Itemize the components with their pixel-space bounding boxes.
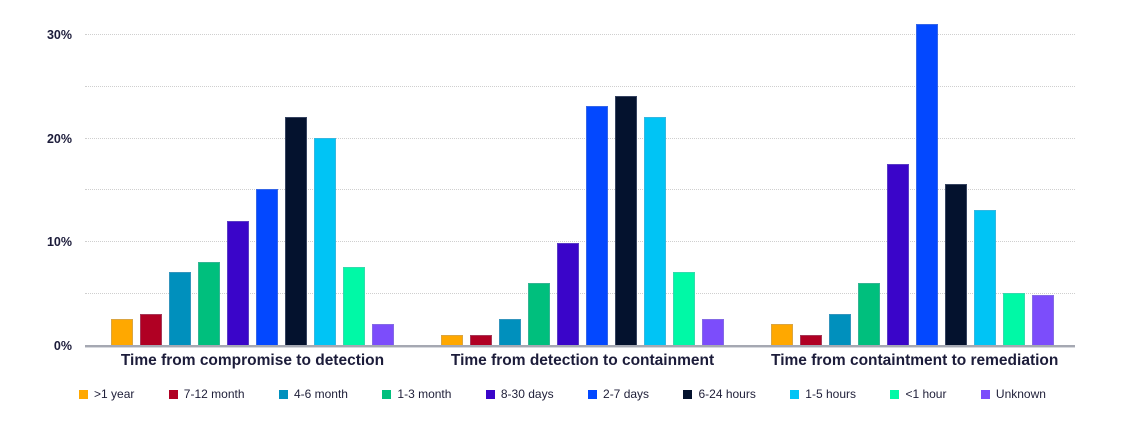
legend-swatch-icon: [278, 389, 288, 399]
legend-label: 2-7 days: [603, 387, 650, 401]
bar-1-3-month: [528, 283, 550, 345]
gridline-10pct: [85, 241, 1075, 243]
legend-item-unknown: Unknown: [980, 387, 1046, 401]
bar-4-6-month: [499, 319, 521, 345]
legend-item-7-12-month: 7-12 month: [168, 387, 245, 401]
bar-unknown: [372, 324, 394, 345]
legend: >1 year 7-12 month 4-6 month 1-3 month 8-30 …: [79, 385, 1046, 403]
bar-1-hour: [343, 267, 365, 345]
gridline-5pct: [85, 293, 1075, 295]
legend-swatch-icon: [980, 389, 990, 399]
bar-group-2: [441, 96, 724, 345]
category-label-3: Time from containtment to remediation: [771, 352, 1059, 369]
legend-item-2-7-days: 2-7 days: [588, 387, 649, 401]
category-axis-labels: Time from compromise to detection Time fr…: [85, 352, 1075, 374]
bar-group-3: [771, 24, 1054, 345]
legend-swatch-icon: [485, 389, 495, 399]
bar-1-3-month: [858, 283, 880, 345]
bar-unknown: [702, 319, 724, 345]
y-axis-tick-label: 30%: [46, 27, 72, 42]
bar-6-24-hours: [285, 117, 307, 345]
gridline-20pct: [85, 137, 1075, 139]
legend-label: 7-12 month: [183, 387, 245, 401]
bar-2-7-days: [586, 106, 608, 345]
x-axis-line: [85, 345, 1075, 348]
bar-8-30-days: [887, 164, 909, 345]
y-axis-tick-label: 20%: [46, 131, 72, 146]
bar-group-1: [111, 117, 394, 345]
legend-item-1-5-hours: 1-5 hours: [790, 387, 856, 401]
bar-1-year: [771, 324, 793, 345]
legend-swatch-icon: [790, 389, 800, 399]
plot-area: [85, 10, 1075, 346]
bar-unknown: [1032, 295, 1054, 345]
legend-swatch-icon: [683, 389, 693, 399]
legend-swatch-icon: [890, 389, 900, 399]
bar-1-3-month: [198, 262, 220, 345]
legend-label: 6-24 hours: [698, 387, 756, 401]
bar-1-year: [441, 335, 463, 345]
bar-7-12-month: [140, 314, 162, 345]
legend-item-1-hour: <1 hour: [890, 387, 946, 401]
legend-item-4-6-month: 4-6 month: [278, 387, 348, 401]
y-axis-tick-label: 10%: [46, 235, 72, 250]
bar-1-5-hours: [974, 210, 996, 345]
bar-4-6-month: [829, 314, 851, 345]
legend-item-1-year: >1 year: [79, 387, 134, 401]
bar-6-24-hours: [945, 184, 967, 345]
legend-swatch-icon: [79, 389, 88, 399]
bar-4-6-month: [169, 272, 191, 345]
bar-6-24-hours: [615, 96, 637, 345]
bar-1-5-hours: [314, 138, 336, 345]
bar-2-7-days: [916, 24, 938, 345]
legend-label: 8-30 days: [500, 387, 554, 401]
legend-swatch-icon: [588, 389, 598, 399]
bar-8-30-days: [557, 243, 579, 345]
legend-label: 1-3 month: [397, 387, 452, 401]
gridline-25pct: [85, 85, 1075, 87]
bar-1-hour: [673, 272, 695, 345]
legend-swatch-icon: [382, 389, 392, 399]
legend-item-6-24-hours: 6-24 hours: [683, 387, 756, 401]
gridline-30pct: [85, 33, 1075, 35]
legend-label: Unknown: [995, 387, 1046, 401]
legend-item-1-3-month: 1-3 month: [382, 387, 451, 401]
category-label-1: Time from compromise to detection: [120, 352, 385, 369]
bar-1-5-hours: [644, 117, 666, 345]
bar-8-30-days: [227, 221, 249, 345]
legend-label: >1 year: [94, 387, 135, 401]
y-axis-tick-label: 0%: [53, 339, 72, 353]
legend-swatch-icon: [168, 389, 178, 399]
bar-7-12-month: [470, 335, 492, 345]
gridline-15pct: [85, 189, 1075, 191]
bar-2-7-days: [256, 189, 278, 345]
legend-label: <1 hour: [905, 387, 947, 401]
bar-1-hour: [1003, 293, 1025, 345]
bar-7-12-month: [800, 335, 822, 345]
legend-label: 4-6 month: [293, 387, 348, 401]
legend-item-8-30-days: 8-30 days: [485, 387, 554, 401]
category-label-2: Time from detection to containment: [450, 352, 715, 369]
legend-label: 1-5 hours: [805, 387, 856, 401]
bar-1-year: [111, 319, 133, 345]
